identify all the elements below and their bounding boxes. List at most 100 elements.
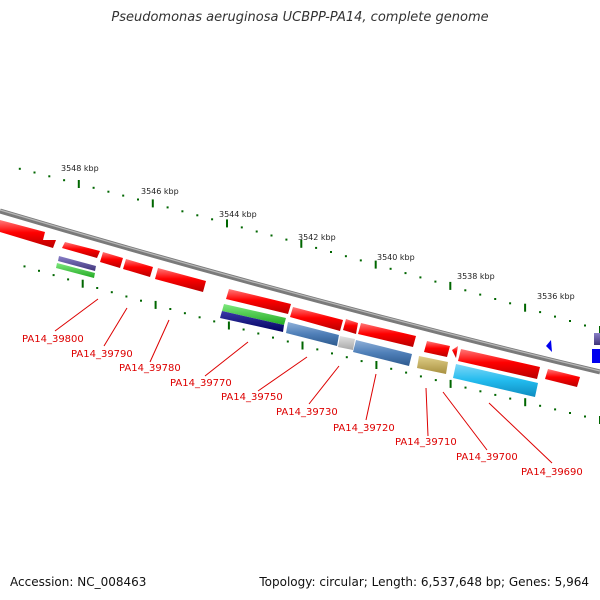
scale-tick-major: [154, 300, 157, 309]
scale-tick-minor: [67, 278, 70, 281]
gene-labels: PA14_39800 PA14_39790 PA14_39780 PA14_39…: [22, 334, 583, 478]
gene-feature: [452, 346, 458, 358]
scale-tick-minor: [272, 336, 274, 339]
scale-tick-minor: [434, 280, 437, 283]
gene-feature: [343, 319, 358, 334]
scale-tick-minor: [285, 238, 288, 241]
scale-label: 3544 kbp: [219, 210, 257, 219]
scale-tick-major: [449, 379, 452, 388]
scale-tick-minor: [63, 179, 66, 182]
scale-tick-minor: [52, 274, 55, 277]
scale-tick-minor: [18, 167, 21, 170]
gene-label: PA14_39780: [119, 363, 181, 374]
gene-label: PA14_39720: [333, 423, 395, 434]
gene-label: PA14_39700: [456, 452, 518, 463]
scale-tick-minor: [92, 186, 95, 189]
gene-label: PA14_39800: [22, 334, 84, 345]
scale-tick-major: [226, 219, 228, 228]
gene-feature: [226, 289, 291, 314]
scale-labels: 3548 kbp 3546 kbp 3544 kbp 3542 kbp 3540…: [61, 164, 575, 301]
gene-label: PA14_39730: [276, 407, 338, 418]
scale-tick-minor: [405, 371, 408, 374]
gene-feature-green: [56, 263, 95, 278]
outer-scale-track: [18, 167, 600, 334]
scale-tick-minor: [509, 397, 512, 400]
scale-tick-minor: [240, 226, 243, 229]
gene-feature-khaki: [417, 356, 448, 374]
scale-tick-minor: [434, 379, 437, 382]
scale-tick-minor: [96, 287, 99, 289]
scale-tick-minor: [125, 295, 128, 298]
gene-feature-blue: [592, 349, 600, 363]
scale-tick-minor: [584, 324, 586, 327]
scale-tick-minor: [331, 352, 333, 355]
gene-feature-gray: [338, 336, 355, 350]
scale-tick-minor: [181, 210, 184, 213]
gene-feature: [545, 369, 580, 387]
gene-feature: [155, 268, 206, 292]
scale-tick-major: [77, 180, 80, 188]
scale-tick-minor: [48, 175, 51, 178]
gene-feature-purple: [594, 333, 600, 345]
scale-tick-minor: [539, 311, 542, 314]
scale-tick-major: [524, 303, 527, 312]
map-title: Pseudomonas aeruginosa UCBPP-PA14, compl…: [111, 10, 489, 25]
scale-tick-minor: [569, 320, 571, 322]
label-leader-lines: [54, 298, 553, 464]
scale-tick-minor: [211, 218, 214, 221]
scale-tick-minor: [198, 316, 201, 319]
scale-tick-major: [374, 260, 377, 269]
scale-tick-minor: [345, 356, 348, 359]
gene-feature-blue: [546, 340, 552, 352]
scale-tick-minor: [584, 415, 586, 418]
scale-tick-major: [151, 199, 154, 208]
scale-tick-minor: [509, 302, 512, 305]
scale-tick-minor: [23, 265, 26, 268]
gene-feature: [100, 252, 123, 268]
gene-feature: [424, 341, 450, 357]
gene-feature-navy: [220, 311, 284, 332]
scale-tick-major: [524, 398, 527, 407]
scale-tick-minor: [213, 320, 216, 323]
scale-tick-minor: [137, 198, 139, 201]
scale-tick-minor: [166, 206, 169, 209]
scale-tick-minor: [316, 348, 319, 351]
gene-feature-steelblue: [286, 322, 339, 346]
scale-tick-minor: [464, 289, 467, 292]
scale-tick-major: [300, 239, 303, 248]
scale-tick-minor: [122, 194, 125, 197]
gene-feature-green: [222, 304, 286, 325]
scale-tick-minor: [554, 315, 556, 318]
gene-label: PA14_39750: [221, 392, 283, 403]
scale-tick-minor: [169, 308, 172, 310]
scale-label: 3546 kbp: [141, 187, 179, 196]
gene-feature: [62, 242, 100, 258]
scale-label: 3538 kbp: [457, 272, 495, 281]
scale-tick-minor: [257, 332, 260, 335]
scale-tick-minor: [344, 255, 347, 258]
scale-tick-minor: [242, 328, 245, 331]
topology-text: Topology: circular; Length: 6,537,648 bp…: [259, 575, 589, 589]
scale-tick-minor: [419, 375, 422, 378]
scale-label: 3536 kbp: [537, 292, 575, 301]
scale-tick-major: [449, 281, 452, 290]
gene-feature-purple: [58, 256, 96, 271]
scale-label: 3548 kbp: [61, 164, 99, 173]
scale-tick-major: [81, 279, 84, 288]
scale-tick-minor: [315, 246, 318, 249]
scale-tick-minor: [539, 404, 542, 407]
scale-tick-minor: [359, 259, 362, 262]
gene-feature: [458, 349, 540, 379]
scale-tick-minor: [464, 386, 467, 389]
scale-tick-minor: [196, 214, 199, 217]
gene-features-lower: [56, 256, 538, 397]
scale-tick-minor: [494, 393, 497, 396]
scale-tick-minor: [255, 230, 258, 233]
scale-tick-major: [227, 321, 230, 330]
scale-tick-minor: [110, 291, 113, 294]
scale-tick-minor: [183, 312, 186, 315]
gene-feature: [123, 259, 153, 277]
gene-label: PA14_39790: [71, 349, 133, 360]
scale-tick-minor: [270, 234, 273, 237]
